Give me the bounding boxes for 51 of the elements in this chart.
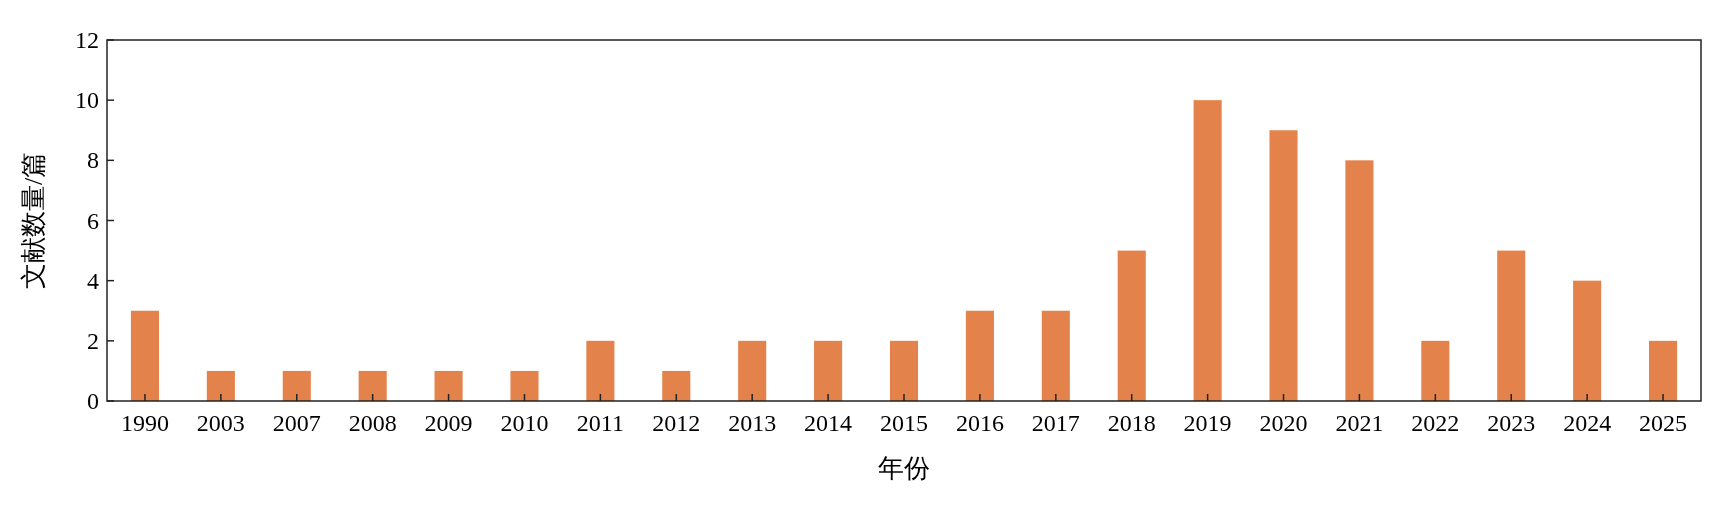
x-tick-label: 2017 xyxy=(1031,410,1080,436)
x-tick-label: 2016 xyxy=(955,410,1004,436)
bar xyxy=(434,370,463,401)
bar xyxy=(1497,250,1526,401)
y-tick-label: 4 xyxy=(87,267,99,294)
bar xyxy=(1421,340,1450,401)
x-tick-label: 2003 xyxy=(196,410,245,436)
x-tick-label: 2019 xyxy=(1183,410,1232,436)
x-tick-label: 2010 xyxy=(500,410,549,436)
y-tick-label: 0 xyxy=(87,388,99,414)
bar xyxy=(586,340,615,401)
x-axis-title: 年份 xyxy=(878,454,930,483)
bar xyxy=(1345,160,1374,401)
x-tick-label: 2023 xyxy=(1487,410,1536,436)
bar xyxy=(358,370,387,401)
bar xyxy=(662,370,691,401)
x-tick-label: 2018 xyxy=(1107,410,1156,436)
bar xyxy=(965,310,994,401)
bar xyxy=(814,340,843,401)
y-axis-title: 文献数量/篇 xyxy=(19,151,48,290)
bar xyxy=(889,340,919,401)
bar xyxy=(738,340,767,401)
y-tick-label: 12 xyxy=(75,27,99,53)
x-tick-label: 1990 xyxy=(120,410,169,436)
y-tick-label: 10 xyxy=(75,87,99,114)
bar xyxy=(1573,280,1602,401)
x-tick-label: 2020 xyxy=(1259,410,1308,436)
bar xyxy=(1269,130,1298,401)
x-tick-label: 2013 xyxy=(728,410,777,436)
bar xyxy=(1193,100,1222,401)
x-tick-label: 2007 xyxy=(272,410,321,436)
x-tick-label: 2015 xyxy=(880,410,928,436)
bar xyxy=(282,370,311,401)
x-tick-label: 2011 xyxy=(576,410,624,436)
x-tick-label: 2014 xyxy=(804,410,853,436)
bar xyxy=(206,370,235,401)
x-tick-label: 2008 xyxy=(348,410,397,436)
x-tick-label: 2024 xyxy=(1563,410,1612,436)
x-tick-label: 2012 xyxy=(652,410,701,436)
x-tick-label: 2025 xyxy=(1639,410,1688,436)
y-tick-label: 6 xyxy=(87,207,99,234)
bar xyxy=(510,370,539,401)
bar xyxy=(1041,310,1070,401)
y-tick-label: 2 xyxy=(87,327,99,354)
x-tick-label: 2021 xyxy=(1335,410,1384,436)
y-tick-label: 8 xyxy=(87,147,99,174)
x-tick-label: 2022 xyxy=(1411,410,1460,436)
bar xyxy=(1117,250,1146,401)
bar xyxy=(1649,340,1678,401)
x-tick-label: 2009 xyxy=(424,410,473,436)
bar xyxy=(130,310,159,401)
